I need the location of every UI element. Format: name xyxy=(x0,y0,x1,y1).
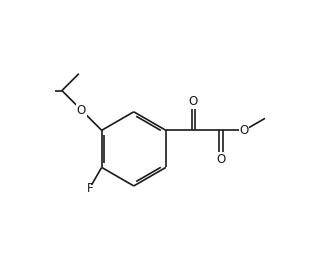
Text: O: O xyxy=(240,124,249,137)
Text: O: O xyxy=(216,153,225,166)
Text: F: F xyxy=(87,182,93,195)
Text: O: O xyxy=(77,103,86,116)
Text: O: O xyxy=(189,95,198,108)
